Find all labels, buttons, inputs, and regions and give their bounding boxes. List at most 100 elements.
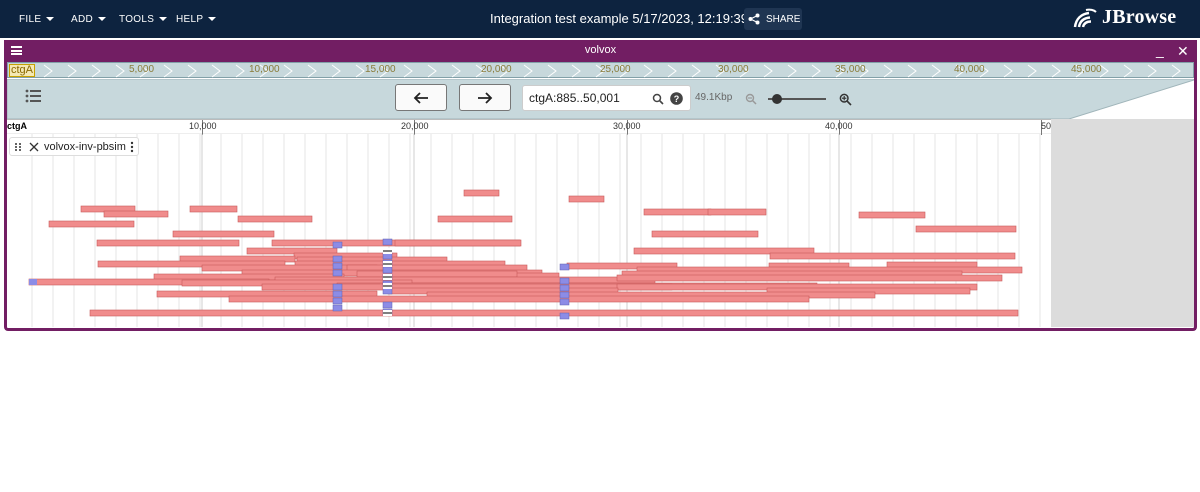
chevron-icon <box>212 65 220 77</box>
chevron-icon <box>284 65 292 77</box>
search-icon[interactable] <box>652 93 664 105</box>
chevron-icon <box>188 65 196 77</box>
alignment-read[interactable] <box>859 212 925 218</box>
alignment-read[interactable] <box>190 206 237 212</box>
chevron-icon <box>908 65 916 77</box>
ruler[interactable]: ctgA 10,000 20,000 30,000 40,000 50,0 <box>7 119 1194 134</box>
track-label[interactable]: volvox-inv-pbsim <box>9 137 139 156</box>
alignment-read[interactable] <box>708 209 766 215</box>
bp-per-view: 49.1Kbp <box>695 92 732 103</box>
mismatch-marker <box>560 285 569 291</box>
overview-label: 15,000 <box>365 64 396 75</box>
alignment-read[interactable] <box>173 231 274 237</box>
arrow-left-icon <box>413 91 429 105</box>
zoom-in-icon[interactable] <box>839 93 852 106</box>
overview-region-label: ctgA <box>9 64 35 77</box>
alignment-read[interactable] <box>395 240 521 246</box>
mismatch-marker <box>383 239 392 245</box>
mismatch-marker <box>383 267 392 273</box>
zoom-out-icon[interactable] <box>745 93 757 105</box>
mismatch-marker <box>333 284 342 290</box>
chevron-icon <box>164 65 172 77</box>
jbrowse-logo: JBrowse <box>1072 6 1176 29</box>
add-menu[interactable]: ADD <box>71 0 106 38</box>
chevron-icon <box>68 65 76 77</box>
chevron-icon <box>1052 65 1060 77</box>
alignment-read[interactable] <box>617 275 1002 281</box>
help-menu[interactable]: HELP <box>176 0 216 38</box>
mismatch-marker <box>333 270 342 276</box>
scroll-right-button[interactable] <box>459 84 511 111</box>
alignment-read[interactable] <box>438 216 512 222</box>
location-search-input[interactable]: ctgA:885..50,001 ? <box>522 85 691 111</box>
overview-label: 30,000 <box>718 64 749 75</box>
view-header: volvox _ ✕ <box>4 40 1197 62</box>
chevron-icon <box>92 65 100 77</box>
mismatch-marker <box>333 256 342 262</box>
overview-label: 20,000 <box>481 64 512 75</box>
alignments-track[interactable]: volvox-inv-pbsim <box>7 134 1194 327</box>
alignment-read[interactable] <box>464 190 499 196</box>
file-menu[interactable]: FILE <box>19 0 54 38</box>
file-menu-label: FILE <box>19 14 41 25</box>
help-menu-label: HELP <box>176 14 203 25</box>
alignment-read[interactable] <box>104 211 168 217</box>
overview-scale-bar[interactable]: ctgA 5,000 10,000 15,000 20,000 25,000 3… <box>7 62 1194 78</box>
share-button[interactable]: SHARE <box>744 8 802 30</box>
alignment-read[interactable] <box>652 231 758 237</box>
chevron-icon <box>356 65 364 77</box>
mismatch-marker <box>560 313 569 319</box>
alignment-read[interactable] <box>569 196 604 202</box>
tools-menu-label: TOOLS <box>119 14 154 25</box>
minimize-view-button[interactable]: _ <box>1156 42 1164 58</box>
chevron-icon <box>332 65 340 77</box>
track-menu-icon[interactable] <box>130 141 134 153</box>
alignment-read[interactable] <box>238 216 312 222</box>
arrow-right-icon <box>477 91 493 105</box>
alignment-read[interactable] <box>770 253 1015 259</box>
tools-menu[interactable]: TOOLS <box>119 0 167 38</box>
caret-icon <box>46 17 54 21</box>
alignment-read[interactable] <box>357 271 517 277</box>
alignment-read[interactable] <box>644 209 711 215</box>
share-icon <box>748 13 760 25</box>
location-text: ctgA:885..50,001 <box>529 91 620 105</box>
mismatch-marker <box>383 302 392 308</box>
track-selector-icon[interactable] <box>25 89 41 108</box>
alignment-read[interactable] <box>229 296 809 302</box>
chevron-icon <box>1148 65 1156 77</box>
mismatch-marker <box>560 292 569 298</box>
drag-handle-icon[interactable] <box>14 142 22 152</box>
app-bar: FILE ADD TOOLS HELP Integration test exa… <box>0 0 1200 38</box>
close-view-button[interactable]: ✕ <box>1177 43 1189 60</box>
chevron-icon <box>764 65 772 77</box>
chevron-icon <box>404 65 412 77</box>
chevron-icon <box>932 65 940 77</box>
overview-label: 10,000 <box>249 64 280 75</box>
alignment-read[interactable] <box>90 310 1018 316</box>
chevron-icon <box>308 65 316 77</box>
chevron-icon <box>548 65 556 77</box>
jbrowse-logo-icon <box>1072 7 1098 29</box>
mismatch-marker <box>560 278 569 284</box>
mismatch-marker <box>333 298 342 304</box>
alignments-canvas[interactable] <box>7 134 1194 327</box>
help-icon[interactable]: ? <box>670 92 683 105</box>
alignment-read[interactable] <box>97 240 239 246</box>
empty-workspace <box>0 333 1200 492</box>
chevron-icon <box>44 65 52 77</box>
chevron-icon <box>452 65 460 77</box>
chevron-icon <box>812 65 820 77</box>
overview-label: 40,000 <box>954 64 985 75</box>
alignment-read[interactable] <box>49 221 134 227</box>
chevron-icon <box>524 65 532 77</box>
alignment-read[interactable] <box>916 226 1016 232</box>
chevron-icon <box>1004 65 1012 77</box>
chevron-icon <box>236 65 244 77</box>
chevron-icon <box>644 65 652 77</box>
scroll-left-button[interactable] <box>395 84 447 111</box>
zoom-slider-thumb[interactable] <box>772 94 782 104</box>
close-track-icon[interactable] <box>28 142 40 152</box>
ruler-label: 50,0 <box>1041 121 1051 131</box>
ruler-label: 40,000 <box>825 121 853 131</box>
